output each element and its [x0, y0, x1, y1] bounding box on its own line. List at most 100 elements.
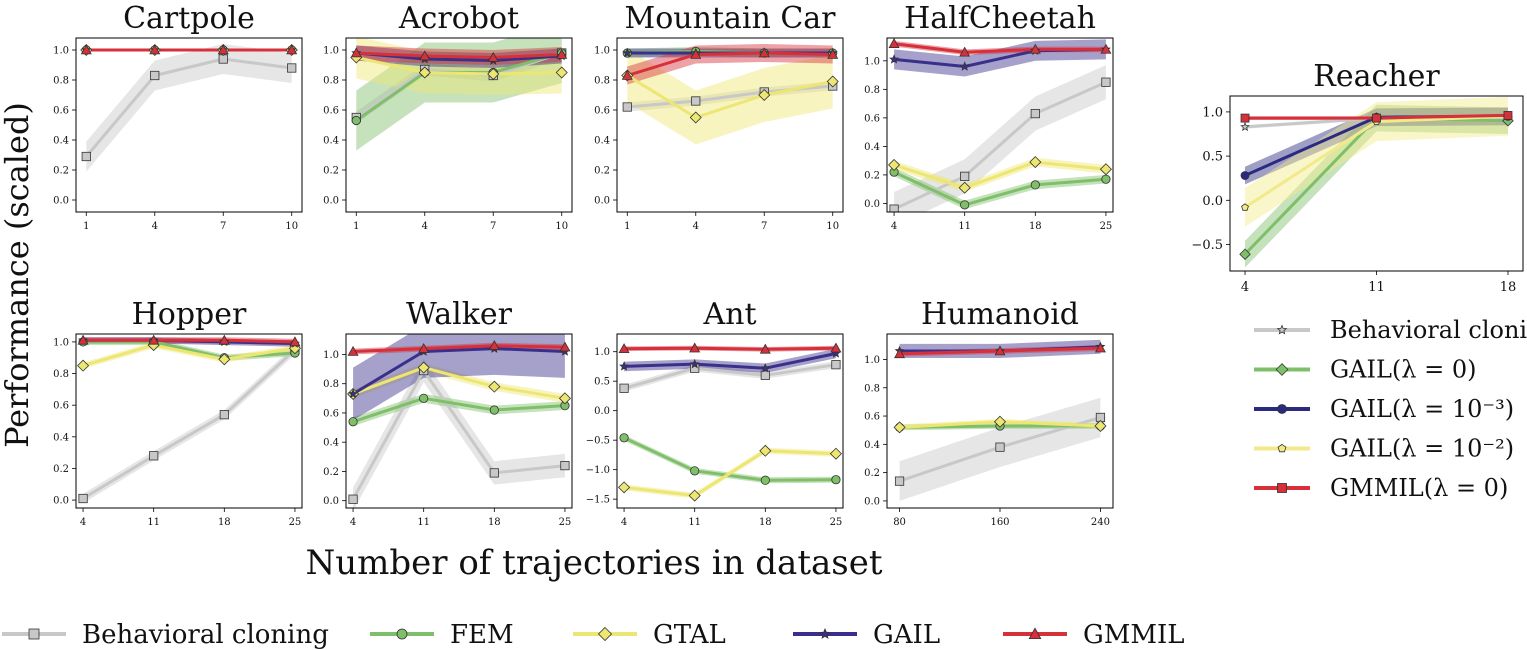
y-tick-label: 1.0 — [864, 56, 880, 67]
line-bc — [623, 363, 837, 390]
point-gmmil — [959, 46, 971, 57]
plot-area — [888, 38, 1112, 212]
point-gtal — [893, 421, 906, 434]
panel-humanoid: Humanoid 80 160 240 0.0 0.2 0.4 0.6 0.8 1.0 — [864, 297, 1114, 528]
point-bc — [150, 70, 160, 81]
legend-marker — [819, 627, 831, 639]
y-tick-label: 0.6 — [864, 113, 880, 124]
point-gmmil — [218, 334, 230, 345]
panel-title: Reacher — [1313, 59, 1440, 94]
point-gmmil — [149, 44, 161, 55]
y-tick-label: 0.0 — [323, 496, 339, 507]
panel-walker: Walker 4 11 18 25 0.0 0.2 0.4 0.6 0.8 1.0 — [323, 297, 573, 528]
point-gmmil — [1094, 342, 1106, 353]
y-tick-label: 0.0 — [53, 496, 69, 507]
x-tick-label: 18 — [1500, 280, 1517, 295]
y-tick-label: 0.0 — [53, 196, 69, 207]
point-bc — [348, 494, 358, 504]
point-bc — [619, 383, 629, 393]
legend-marker — [28, 628, 40, 640]
reacher-legend: Behavioral cloning GAIL(λ = 0) GAIL(λ = 10… — [1254, 316, 1527, 502]
line-bc — [351, 369, 566, 500]
point-fem — [831, 475, 841, 485]
point-fem — [1101, 174, 1111, 184]
reacher-legend-item-fem: GAIL(λ = 0) — [1254, 356, 1477, 384]
panel-title: HalfCheetah — [904, 1, 1096, 36]
x-tick-label: 25 — [1100, 221, 1113, 232]
line-gmmil — [624, 346, 836, 351]
x-tick-label: 4 — [422, 221, 428, 232]
point-gmmil — [488, 340, 500, 350]
line-gmmil — [353, 344, 565, 353]
y-tick-label: 0.4 — [323, 136, 339, 147]
legend-marker — [597, 626, 613, 642]
axes-frame — [75, 37, 303, 213]
point-gmmil_r — [1240, 113, 1250, 123]
point-bc — [1101, 77, 1111, 87]
y-tick-label: 0.0 — [864, 496, 880, 507]
x-tick-label: 25 — [559, 517, 572, 528]
point-gmmil — [559, 341, 571, 352]
band-gail — [353, 334, 565, 421]
x-tick-label: 11 — [688, 517, 701, 528]
panel-halfcheetah: HalfCheetah 4 11 18 25 0.0 0.2 0.4 0.6 0.8 1.0 — [864, 1, 1114, 232]
y-tick-label: 1.0 — [594, 347, 610, 358]
reacher-legend-item-gmmil_r: GMMIL(λ = 0) — [1254, 474, 1508, 502]
point-gtal — [1094, 419, 1107, 432]
legend-item-bc: Behavioral cloning — [2, 620, 329, 650]
point-gmmil — [350, 47, 362, 58]
panel-mountain-car: Mountain Car 1 4 7 10 0.0 0.2 0.4 0.6 0.8 1.0 — [594, 1, 844, 232]
point-gmmil — [1029, 43, 1041, 54]
line-gmmil — [356, 51, 562, 59]
y-tick-label: 0.0 — [864, 199, 880, 210]
point-bc — [149, 451, 159, 461]
y-tick-label: 0.8 — [594, 76, 610, 87]
y-tick-label: 0.6 — [323, 106, 339, 117]
point-bc — [894, 476, 905, 486]
x-tick-label: 1 — [83, 221, 89, 232]
y-tick-label: 0.4 — [323, 438, 339, 449]
point-gmmil — [217, 44, 229, 55]
point-gtal — [758, 88, 771, 102]
x-tick-label: 160 — [990, 517, 1009, 528]
y-tick-label: 0.2 — [323, 166, 339, 177]
point-gmmil — [487, 51, 499, 62]
panel-title: Ant — [702, 297, 756, 332]
point-gtal — [488, 380, 501, 393]
y-tick-label: −1.0 — [586, 465, 610, 476]
x-tick-label: 4 — [621, 517, 627, 528]
y-tick-label: 0.8 — [323, 379, 339, 390]
axes-frame — [616, 37, 844, 213]
y-tick-label: 1.0 — [53, 337, 69, 348]
y-tick-label: 0.4 — [53, 136, 69, 147]
x-tick-label: 25 — [830, 517, 843, 528]
y-tick-label: −0.5 — [586, 436, 610, 447]
point-bc — [760, 370, 770, 380]
x-tick-label: 240 — [1091, 517, 1110, 528]
point-fem — [489, 405, 499, 415]
point-gmmil — [888, 38, 900, 48]
line-bc — [893, 80, 1107, 211]
point-gmmil — [689, 342, 701, 353]
y-tick-label: 0.6 — [53, 401, 69, 412]
legend-label: Behavioral cloning — [82, 620, 329, 650]
y-tick-label: 0.5 — [1202, 150, 1223, 165]
point-fem — [960, 200, 970, 210]
point-bc — [1030, 108, 1040, 119]
x-tick-label: 11 — [958, 221, 971, 232]
y-tick-label: 0.2 — [53, 464, 69, 475]
legend-marker — [396, 628, 408, 640]
point-gmmil — [621, 69, 633, 80]
point-gmmil — [1100, 43, 1112, 54]
y-tick-label: 0.8 — [864, 85, 880, 96]
point-gtal — [993, 415, 1007, 428]
point-gail_m3 — [1240, 171, 1250, 180]
y-tick-label: 0.6 — [864, 412, 880, 423]
x-tick-label: 1 — [624, 221, 630, 232]
reacher-legend-item-bc: Behavioral cloning — [1254, 316, 1527, 344]
line-gtal — [355, 56, 562, 76]
legend-marker — [1028, 627, 1042, 639]
line-gail — [624, 352, 837, 370]
axes-frame — [886, 37, 1114, 213]
band-bc — [86, 44, 292, 172]
